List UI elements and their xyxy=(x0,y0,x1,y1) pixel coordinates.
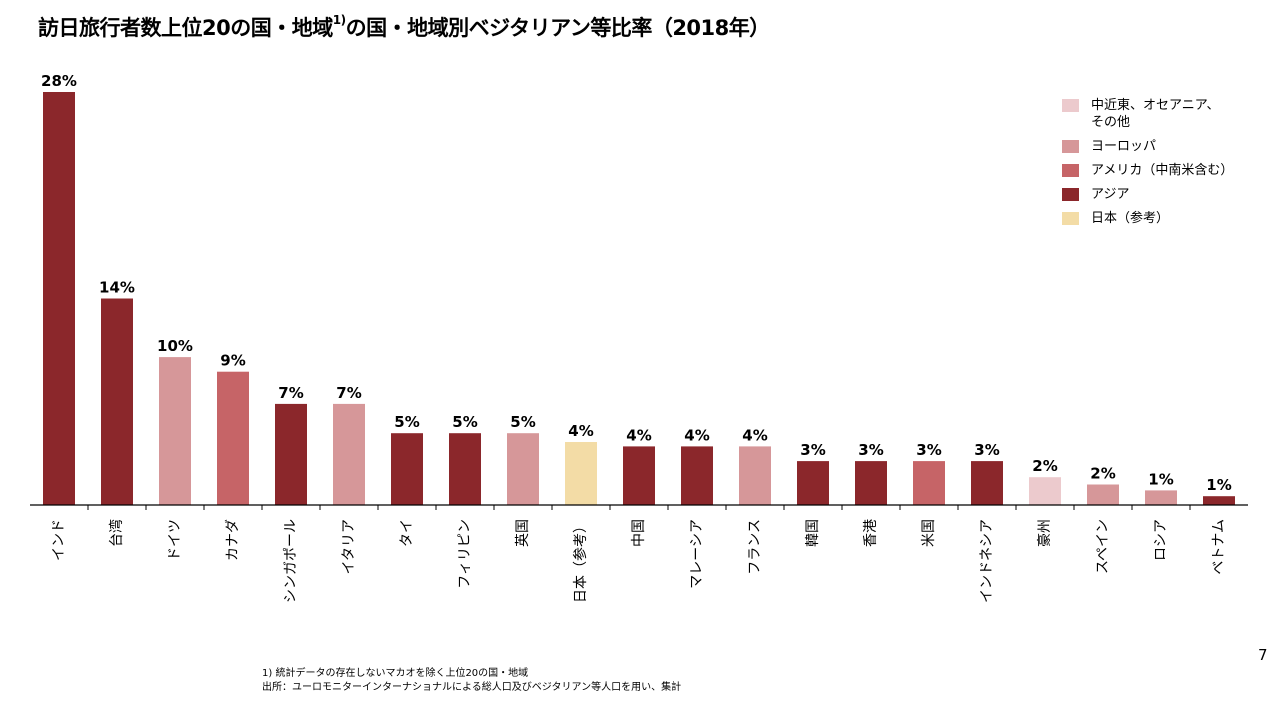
data-label: 3% xyxy=(858,441,883,459)
data-label: 5% xyxy=(510,413,535,431)
category-label: イタリア xyxy=(341,519,357,574)
bar xyxy=(681,446,713,505)
category-label: フィリピン xyxy=(457,519,473,589)
legend-label: アジア xyxy=(1091,187,1130,202)
data-label: 3% xyxy=(974,441,999,459)
data-label: 1% xyxy=(1148,470,1173,488)
data-label: 4% xyxy=(684,426,709,444)
footnote-source: 出所：ユーロモニターインターナショナルによる総人口及びベジタリアン等人口を用い、… xyxy=(262,682,682,693)
footnotes: 1) 統計データの存在しないマカオを除く上位20の国・地域 出所：ユーロモニター… xyxy=(262,667,681,695)
category-label: 豪州 xyxy=(1037,519,1053,547)
bar xyxy=(43,92,75,505)
data-label: 2% xyxy=(1090,465,1115,483)
legend-label: ヨーロッパ xyxy=(1091,139,1157,154)
data-label: 10% xyxy=(157,337,193,355)
category-label: タイ xyxy=(399,519,415,547)
bar xyxy=(1087,484,1119,505)
data-label: 4% xyxy=(742,426,767,444)
category-label: 米国 xyxy=(921,519,937,547)
data-label: 2% xyxy=(1032,457,1057,475)
bar xyxy=(913,461,945,505)
bar xyxy=(739,446,771,505)
legend-swatch xyxy=(1062,188,1079,201)
category-label: ロシア xyxy=(1153,519,1169,561)
bar xyxy=(1203,496,1235,505)
bar xyxy=(623,446,655,505)
category-label: インドネシア xyxy=(979,519,995,603)
category-label: 韓国 xyxy=(805,519,821,547)
page-number: 7 xyxy=(1258,646,1268,664)
legend-swatch xyxy=(1062,212,1079,225)
category-label: 台湾 xyxy=(108,519,125,547)
data-label: 7% xyxy=(336,384,361,402)
legend-item: ヨーロッパ xyxy=(1062,138,1256,155)
data-label: 4% xyxy=(568,422,593,440)
category-label: マレーシア xyxy=(689,519,705,589)
category-label: 中国 xyxy=(631,519,647,547)
bar xyxy=(449,433,481,505)
legend-label: 日本（参考） xyxy=(1091,211,1170,226)
data-label: 3% xyxy=(800,441,825,459)
bar xyxy=(971,461,1003,505)
data-label: 3% xyxy=(916,441,941,459)
bar xyxy=(101,298,133,505)
title-rest: の国・地域別ベジタリアン等比率（2018年） xyxy=(345,16,771,40)
bar xyxy=(1029,477,1061,505)
bar xyxy=(159,357,191,505)
page-title: 訪日旅行者数上位20の国・地域1)の国・地域別ベジタリアン等比率（2018年） xyxy=(38,12,770,42)
legend-swatch xyxy=(1062,164,1079,177)
category-label: 日本（参考） xyxy=(572,519,589,603)
bar xyxy=(1145,490,1177,505)
chart-legend: 中近東、オセアニア、 その他ヨーロッパアメリカ（中南米含む） アジア日本（参考） xyxy=(1062,97,1256,234)
category-label: カナダ xyxy=(225,519,241,561)
category-label: インド xyxy=(51,519,67,561)
legend-label: 中近東、オセアニア、 その他 xyxy=(1091,98,1220,130)
category-label: 香港 xyxy=(863,519,879,547)
bar xyxy=(797,461,829,505)
category-label: 英国 xyxy=(514,519,531,547)
category-label: ベトナム xyxy=(1211,519,1227,575)
title-main: 訪日旅行者数上位20の国・地域 xyxy=(38,16,333,40)
footnote-1: 1) 統計データの存在しないマカオを除く上位20の国・地域 xyxy=(262,668,529,679)
legend-item: アメリカ（中南米含む） xyxy=(1062,162,1256,179)
legend-swatch xyxy=(1062,140,1079,153)
data-label: 28% xyxy=(41,72,77,90)
data-label: 14% xyxy=(99,279,135,297)
legend-swatch xyxy=(1062,99,1079,112)
data-label: 9% xyxy=(220,352,245,370)
bar xyxy=(391,433,423,505)
legend-item: アジア xyxy=(1062,186,1256,203)
bar xyxy=(507,433,539,505)
legend-label: アメリカ（中南米含む） xyxy=(1091,163,1234,178)
bar xyxy=(565,442,597,505)
data-label: 1% xyxy=(1206,476,1231,494)
bar xyxy=(275,403,307,505)
legend-item: 中近東、オセアニア、 その他 xyxy=(1062,97,1256,131)
title-superscript: 1) xyxy=(332,13,346,27)
legend-item: 日本（参考） xyxy=(1062,210,1256,227)
bar xyxy=(217,371,249,505)
category-label: シンガポール xyxy=(283,519,299,603)
bar xyxy=(333,403,365,505)
data-label: 7% xyxy=(278,384,303,402)
category-label: スペイン xyxy=(1095,519,1111,574)
data-label: 4% xyxy=(626,426,651,444)
data-label: 5% xyxy=(394,413,419,431)
category-label: ドイツ xyxy=(167,519,183,561)
data-label: 5% xyxy=(452,413,477,431)
bar xyxy=(855,461,887,505)
category-label: フランス xyxy=(747,519,763,575)
